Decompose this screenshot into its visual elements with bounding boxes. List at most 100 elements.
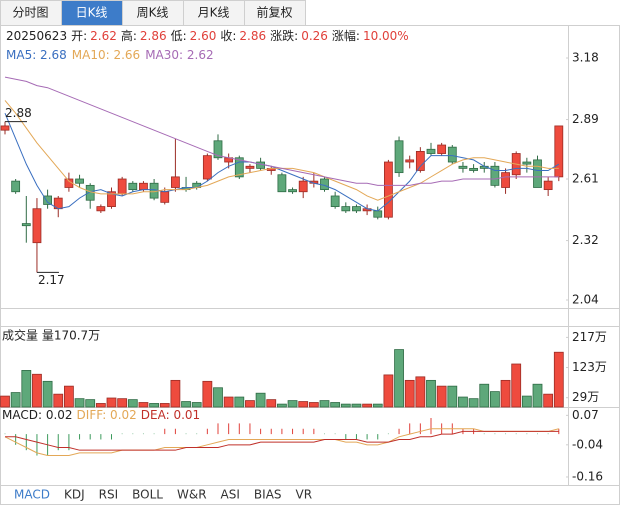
info-label: 收: [220, 29, 236, 43]
candle-body [160, 191, 170, 203]
indicator-tab[interactable]: MACD [14, 488, 50, 502]
legend-entry: MA5: 2.68 [6, 48, 67, 62]
indicator-tab[interactable]: BIAS [254, 488, 282, 502]
legend-entry: DIFF: 0.02 [77, 408, 137, 422]
candle-body [352, 206, 361, 212]
info-label: 高: [121, 28, 137, 43]
volume-bar [404, 379, 415, 408]
volume-bar [266, 399, 277, 408]
candle-body [522, 161, 532, 165]
ma-legend: MA5: 2.68 MA10: 2.66 MA30: 2.62 [6, 48, 214, 62]
volume-bar [138, 402, 149, 408]
candle-body [405, 159, 415, 163]
volume-bar [532, 383, 543, 408]
volume-bar [159, 403, 170, 408]
candle-body [394, 140, 404, 174]
tab[interactable] [244, 0, 306, 26]
volume-bar [149, 403, 160, 408]
volume-bar [458, 396, 468, 408]
info-value: 2.62 [90, 29, 117, 43]
candle-body [43, 195, 52, 205]
volume-bar [553, 351, 564, 408]
volume-bar [106, 397, 117, 408]
volume-bar [298, 401, 309, 408]
candle-body [415, 151, 425, 171]
indicator-tab[interactable]: VR [296, 488, 313, 502]
ma-line [4, 113, 560, 212]
candle-body [0, 125, 10, 131]
info-label: 开: [71, 29, 87, 43]
volume-title: 成交量 量170.7万 [2, 328, 100, 343]
indicator-tab[interactable]: ASI [221, 488, 240, 502]
volume-bar [64, 385, 74, 408]
volume-bar [202, 380, 213, 408]
legend-entry: MACD: 0.02 [2, 408, 73, 422]
volume-bar [372, 403, 383, 408]
candle-body [234, 157, 244, 178]
indicator-tab[interactable]: KDJ [64, 488, 85, 502]
volume-bar [426, 379, 436, 408]
volume-bar [0, 395, 10, 408]
y-tick-label: 0.07 [572, 408, 599, 422]
y-tick-label: 29万 [572, 390, 599, 404]
volume-bar [234, 396, 245, 408]
candle-body [213, 140, 223, 159]
tab-label[interactable]: 月K线 [198, 6, 230, 20]
candle-body [373, 210, 383, 218]
candle-body [298, 180, 308, 193]
info-value: 0.26 [301, 29, 328, 43]
volume-bar [511, 363, 522, 408]
info-label: 涨跌: [270, 28, 298, 43]
candle-body [75, 178, 84, 184]
candle-body [107, 191, 116, 207]
volume-bar [74, 398, 85, 408]
info-value: 2.86 [239, 29, 266, 43]
tab-label[interactable]: 分时图 [12, 6, 48, 20]
volume-bar [10, 392, 21, 408]
candle-body [426, 148, 436, 154]
macd-line [5, 430, 559, 451]
candle-body [383, 161, 393, 218]
macd-line [4, 428, 559, 457]
volume-bar [543, 393, 554, 408]
volume-bar [362, 403, 373, 408]
volume-bar [521, 395, 532, 408]
tab-label[interactable]: 日K线 [76, 6, 108, 20]
candle-body [501, 172, 510, 188]
volume-bar [117, 398, 128, 408]
tab-label[interactable]: 前复权 [256, 5, 292, 20]
y-tick-label: 2.04 [572, 293, 599, 307]
candle-body [139, 182, 148, 191]
y-tick-label: 123万 [572, 360, 607, 374]
candle-body [469, 167, 479, 171]
candle-body [96, 206, 106, 212]
volume-bar [223, 396, 234, 408]
candle-body [21, 223, 31, 227]
info-date: 20250623 [6, 29, 67, 43]
candle-body [117, 178, 127, 195]
y-tick-label: -0.04 [572, 437, 603, 451]
candle-body [11, 180, 21, 193]
candle-body [170, 176, 180, 188]
volume-bar [42, 380, 53, 408]
volume-bar [213, 387, 223, 408]
volume-bar [447, 385, 458, 408]
info-label: 低: [171, 29, 187, 43]
macd-legend: MACD: 0.02 DIFF: 0.02 DEA: 0.01 [2, 408, 200, 422]
legend-entry: DEA: 0.01 [141, 408, 200, 422]
candle-body [341, 206, 351, 212]
volume-bar [479, 383, 490, 408]
indicator-tab[interactable]: BOLL [132, 488, 163, 502]
y-tick-label: 217万 [572, 330, 607, 344]
tab[interactable] [183, 0, 245, 26]
indicator-tab[interactable]: W&R [177, 488, 207, 502]
candle-body [128, 182, 138, 191]
volume-bar [500, 379, 511, 408]
tab[interactable] [0, 0, 62, 26]
indicator-tab[interactable]: RSI [99, 488, 119, 502]
candle-body [245, 165, 255, 169]
volume-bar [85, 399, 96, 408]
tab-label[interactable]: 周K线 [137, 6, 169, 20]
candle-body [437, 144, 447, 154]
